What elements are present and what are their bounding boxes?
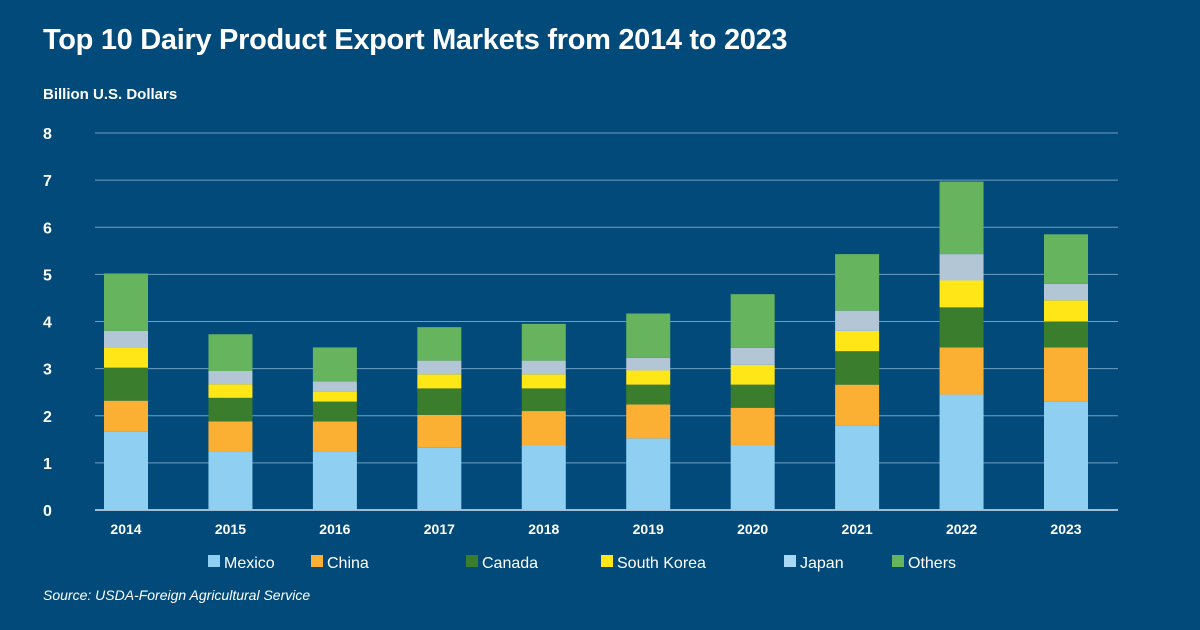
bar-segment-canada bbox=[417, 388, 462, 415]
bar-segment-south-korea bbox=[835, 330, 880, 352]
bar-segment-china bbox=[626, 404, 671, 439]
y-tick-label: 3 bbox=[43, 362, 52, 379]
legend-swatch bbox=[601, 555, 613, 567]
bar-segment-others bbox=[835, 254, 880, 311]
bar-segment-others bbox=[730, 294, 775, 348]
y-tick-label: 7 bbox=[43, 173, 52, 190]
x-tick-label: 2022 bbox=[946, 521, 977, 537]
bar-segment-mexico bbox=[521, 444, 566, 510]
legend-label: Others bbox=[908, 555, 956, 572]
bar-segment-canada bbox=[208, 397, 253, 422]
bar-segment-china bbox=[104, 400, 148, 432]
bar-segment-mexico bbox=[417, 447, 462, 510]
bar-segment-mexico bbox=[939, 394, 984, 510]
bar-segment-mexico bbox=[312, 451, 357, 510]
bar-segment-mexico bbox=[1044, 401, 1088, 510]
y-tick-label: 6 bbox=[43, 220, 52, 237]
legend-label: South Korea bbox=[617, 555, 706, 572]
bar-segment-japan bbox=[835, 310, 880, 331]
legend-swatch bbox=[311, 555, 323, 567]
bar-segment-china bbox=[730, 407, 775, 445]
legend-swatch bbox=[784, 555, 796, 567]
y-tick-label: 4 bbox=[43, 315, 52, 332]
legend-label: Mexico bbox=[224, 555, 275, 572]
bar-segment-canada bbox=[730, 384, 775, 408]
bar-segment-china bbox=[835, 384, 880, 426]
chart-title: Top 10 Dairy Product Export Markets from… bbox=[43, 24, 788, 56]
bar-segment-south-korea bbox=[208, 384, 253, 398]
x-tick-label: 2018 bbox=[528, 521, 559, 537]
bar-segment-mexico bbox=[208, 451, 253, 510]
bar-segment-canada bbox=[104, 367, 148, 401]
bar-segment-south-korea bbox=[521, 374, 566, 389]
bar-segment-others bbox=[312, 347, 357, 382]
y-tick-label: 8 bbox=[43, 126, 52, 143]
x-tick-label: 2020 bbox=[737, 521, 768, 537]
bar-segment-south-korea bbox=[1044, 300, 1088, 322]
legend-swatch bbox=[466, 555, 478, 567]
legend-label: Canada bbox=[482, 555, 538, 572]
bar-segment-canada bbox=[312, 401, 357, 422]
bar-segment-south-korea bbox=[626, 370, 671, 385]
bar-segment-japan bbox=[1044, 283, 1088, 301]
bar-segment-japan bbox=[626, 357, 671, 371]
legend-swatch bbox=[892, 555, 904, 567]
bar-segment-others bbox=[1044, 234, 1088, 284]
source-note: Source: USDA-Foreign Agricultural Servic… bbox=[43, 587, 311, 603]
bar-segment-south-korea bbox=[312, 391, 357, 402]
x-tick-label: 2023 bbox=[1050, 521, 1081, 537]
x-tick-label: 2015 bbox=[215, 521, 246, 537]
bar-segment-canada bbox=[835, 351, 880, 385]
bar-segment-china bbox=[939, 347, 984, 395]
y-axis-label: Billion U.S. Dollars bbox=[43, 86, 178, 103]
bar-segment-canada bbox=[626, 384, 671, 405]
bar-segment-china bbox=[312, 421, 357, 452]
bar-segment-south-korea bbox=[939, 280, 984, 308]
bar-segment-others bbox=[626, 313, 671, 358]
legend-label: China bbox=[327, 555, 369, 572]
bar-segment-canada bbox=[1044, 321, 1088, 348]
y-tick-label: 5 bbox=[43, 267, 52, 284]
bar-segment-others bbox=[521, 323, 566, 361]
legend-label: Japan bbox=[800, 555, 844, 572]
bar-segment-japan bbox=[521, 360, 566, 375]
bar-segment-others bbox=[417, 327, 462, 361]
bar-segment-china bbox=[417, 414, 462, 448]
bar-segment-canada bbox=[521, 388, 566, 412]
bar-segment-china bbox=[208, 421, 253, 452]
bar-segment-mexico bbox=[730, 444, 775, 510]
x-tick-label: 2019 bbox=[633, 521, 664, 537]
bar-segment-south-korea bbox=[730, 364, 775, 385]
bar-segment-japan bbox=[417, 360, 462, 375]
y-tick-label: 1 bbox=[43, 456, 52, 473]
bar-segment-others bbox=[104, 273, 148, 331]
bar-segment-japan bbox=[208, 370, 253, 385]
bar-segment-south-korea bbox=[417, 374, 462, 389]
y-tick-label: 0 bbox=[43, 503, 52, 520]
bar-segment-japan bbox=[939, 254, 984, 281]
x-tick-label: 2021 bbox=[842, 521, 873, 537]
bar-segment-mexico bbox=[626, 438, 671, 510]
bar-segment-others bbox=[939, 181, 984, 255]
bar-segment-others bbox=[208, 334, 253, 371]
bar-segment-japan bbox=[730, 347, 775, 365]
bar-segment-japan bbox=[312, 381, 357, 392]
bar-segment-japan bbox=[104, 330, 148, 348]
bar-segment-mexico bbox=[104, 431, 148, 510]
y-tick-label: 2 bbox=[43, 409, 52, 426]
x-tick-label: 2016 bbox=[319, 521, 350, 537]
legend-swatch bbox=[208, 555, 220, 567]
bar-segment-south-korea bbox=[104, 347, 148, 368]
x-tick-label: 2014 bbox=[110, 521, 141, 537]
bar-segment-mexico bbox=[835, 425, 880, 510]
x-tick-label: 2017 bbox=[424, 521, 455, 537]
bar-segment-china bbox=[1044, 347, 1088, 402]
bar-segment-china bbox=[521, 411, 566, 445]
bar-segment-canada bbox=[939, 307, 984, 348]
